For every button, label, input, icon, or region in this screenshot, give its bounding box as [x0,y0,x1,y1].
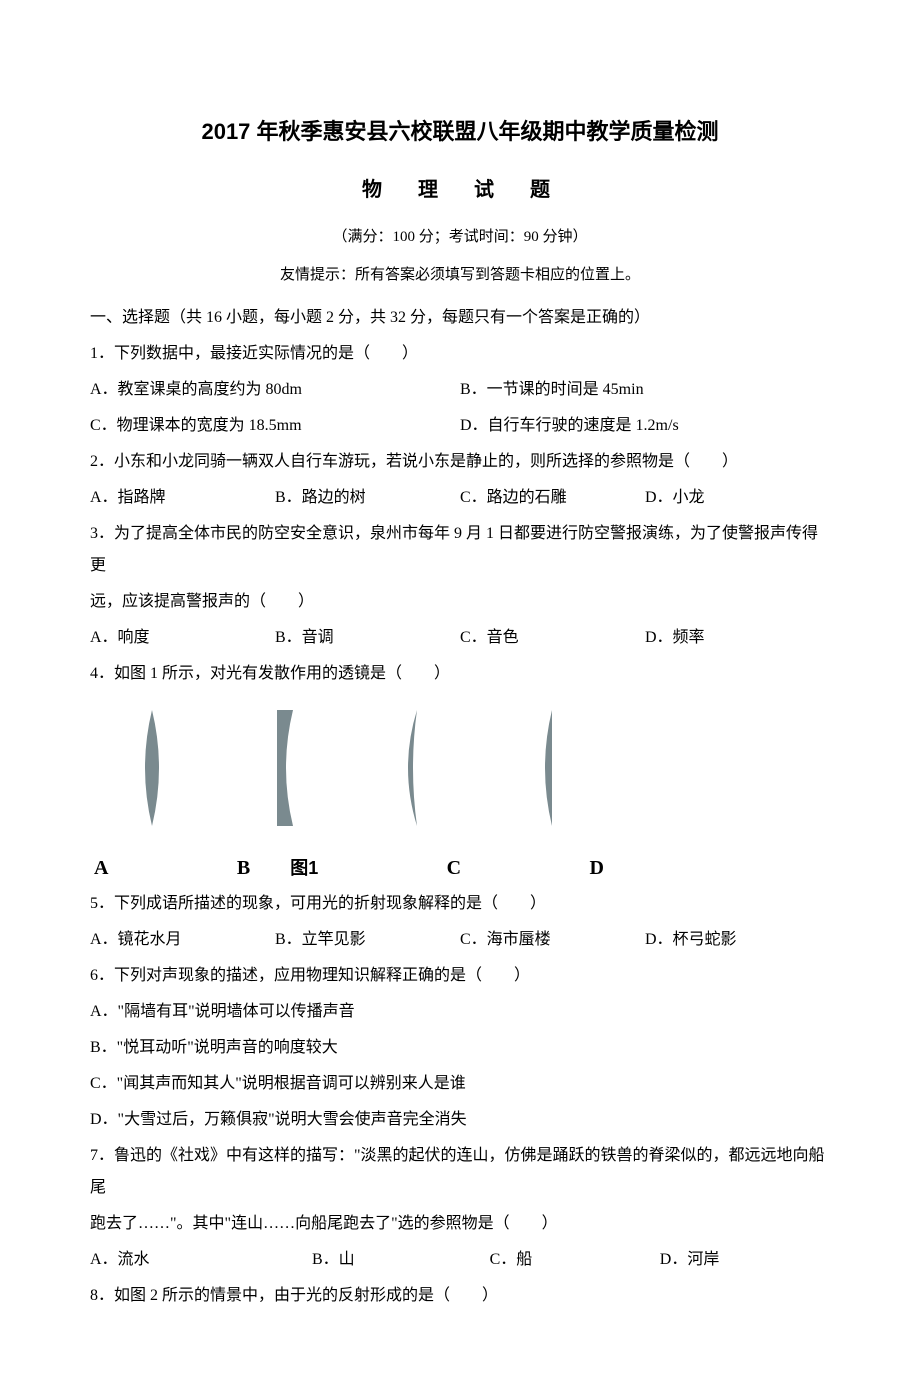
q8-stem: 8．如图 2 所示的情景中，由于光的反射形成的是（ ） [90,1280,830,1312]
q1-option-d: D．自行车行驶的速度是 1.2m/s [460,410,830,442]
q4-label-row: A B 图1 C D [90,842,608,888]
q3-option-b: B．音调 [275,622,460,654]
q4-label-a: A [94,848,108,888]
q3-option-d: D．频率 [645,622,830,654]
exam-meta: （满分：100 分；考试时间：90 分钟） [90,222,830,252]
q4-lens-a [90,708,214,828]
q5-option-c: C．海市蜃楼 [460,924,645,956]
q4-figure-row [90,708,608,828]
lens-c-icon [395,708,435,828]
q2-option-d: D．小龙 [645,482,830,514]
exam-subtitle: 物 理 试 题 [90,170,830,210]
q3-option-a: A．响度 [90,622,275,654]
q2-option-b: B．路边的树 [275,482,460,514]
q4-lens-b [221,708,345,828]
lens-a-icon [132,708,172,828]
q4-figure-label: 图1 [290,858,318,878]
q3-option-c: C．音色 [460,622,645,654]
q1-option-b: B．一节课的时间是 45min [460,374,830,406]
q6-option-b: B．"悦耳动听"说明声音的响度较大 [90,1032,830,1064]
q5-options: A．镜花水月 B．立竿见影 C．海市蜃楼 D．杯弓蛇影 [90,924,830,956]
q5-option-a: A．镜花水月 [90,924,275,956]
exam-title: 2017 年秋季惠安县六校联盟八年级期中教学质量检测 [90,110,830,154]
q6-option-d: D．"大雪过后，万籁俱寂"说明大雪会使声音完全消失 [90,1104,830,1136]
q6-stem: 6．下列对声现象的描述，应用物理知识解释正确的是（ ） [90,960,830,992]
lens-d-icon [526,708,566,828]
q4-label-c: C [447,848,461,888]
q3-stem-line1: 3．为了提高全体市民的防空安全意识，泉州市每年 9 月 1 日都要进行防空警报演… [90,518,830,582]
q4-stem: 4．如图 1 所示，对光有发散作用的透镜是（ ） [90,658,830,690]
section-1-heading: 一、选择题（共 16 小题，每小题 2 分，共 32 分，每题只有一个答案是正确… [90,302,830,334]
q4-lens-c [352,708,476,828]
q1-option-a: A．教室课桌的高度约为 80dm [90,374,460,406]
q4-label-d: D [590,848,604,888]
q1-options-row1: A．教室课桌的高度约为 80dm B．一节课的时间是 45min [90,374,830,406]
q1-stem: 1．下列数据中，最接近实际情况的是（ ） [90,338,830,370]
q5-option-b: B．立竿见影 [275,924,460,956]
q7-option-a: A．流水 [90,1244,312,1276]
q1-option-c: C．物理课本的宽度为 18.5mm [90,410,460,442]
q3-options: A．响度 B．音调 C．音色 D．频率 [90,622,830,654]
q7-stem-line2: 跑去了……"。其中"连山……向船尾跑去了"选的参照物是（ ） [90,1208,830,1240]
q2-stem: 2．小东和小龙同骑一辆双人自行车游玩，若说小东是静止的，则所选择的参照物是（ ） [90,446,830,478]
q4-lens-d [484,708,608,828]
exam-hint: 友情提示：所有答案必须填写到答题卡相应的位置上。 [90,260,830,290]
q5-stem: 5．下列成语所描述的现象，可用光的折射现象解释的是（ ） [90,888,830,920]
q2-options: A．指路牌 B．路边的树 C．路边的石雕 D．小龙 [90,482,830,514]
q7-option-b: B．山 [312,1244,490,1276]
q6-option-c: C．"闻其声而知其人"说明根据音调可以辨别来人是谁 [90,1068,830,1100]
lens-b-icon [263,708,303,828]
q1-options-row2: C．物理课本的宽度为 18.5mm D．自行车行驶的速度是 1.2m/s [90,410,830,442]
q3-stem-line2: 远，应该提高警报声的（ ） [90,586,830,618]
q2-option-c: C．路边的石雕 [460,482,645,514]
q7-options: A．流水 B．山 C．船 D．河岸 [90,1244,830,1276]
q6-option-a: A．"隔墙有耳"说明墙体可以传播声音 [90,996,830,1028]
q4-label-b: B [237,857,250,879]
q7-option-c: C．船 [490,1244,660,1276]
q2-option-a: A．指路牌 [90,482,275,514]
q5-option-d: D．杯弓蛇影 [645,924,830,956]
q7-option-d: D．河岸 [660,1244,830,1276]
q7-stem-line1: 7．鲁迅的《社戏》中有这样的描写："淡黑的起伏的连山，仿佛是踊跃的铁兽的脊梁似的… [90,1140,830,1204]
